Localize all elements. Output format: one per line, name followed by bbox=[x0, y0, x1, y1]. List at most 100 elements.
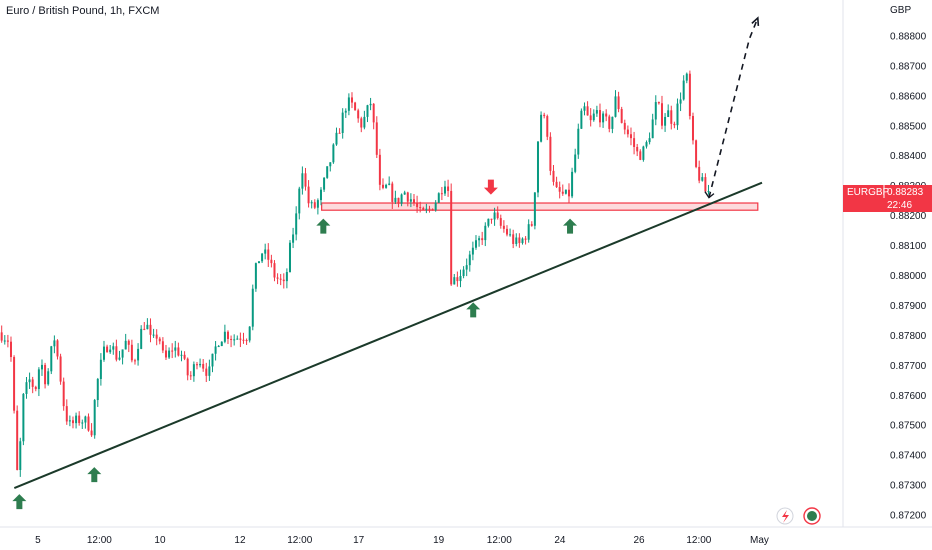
candle-body bbox=[199, 363, 202, 366]
candle-body bbox=[428, 208, 431, 210]
candle-body bbox=[329, 162, 332, 167]
candle-body bbox=[456, 277, 459, 282]
candle-body bbox=[459, 276, 462, 282]
candle-body bbox=[651, 119, 654, 139]
candle-body bbox=[496, 212, 499, 219]
candle-body bbox=[192, 364, 195, 377]
candle-body bbox=[660, 103, 663, 126]
candle-body bbox=[478, 238, 481, 241]
candle-body bbox=[112, 346, 115, 350]
candle-body bbox=[177, 347, 180, 356]
y-tick-label: 0.88000 bbox=[890, 271, 927, 282]
y-tick-label: 0.87300 bbox=[890, 481, 927, 492]
candle-body bbox=[168, 350, 171, 358]
price-badge bbox=[843, 185, 932, 212]
candle-body bbox=[453, 277, 456, 285]
candle-body bbox=[245, 340, 248, 342]
x-tick-label: 17 bbox=[353, 535, 365, 546]
candle-body bbox=[276, 277, 279, 279]
candle-body bbox=[121, 349, 124, 358]
candle-body bbox=[301, 173, 304, 189]
candle-body bbox=[533, 192, 536, 226]
currency-label: GBP bbox=[890, 5, 912, 16]
candle-body bbox=[586, 106, 589, 116]
candle-body bbox=[688, 73, 691, 116]
candle-body bbox=[130, 344, 133, 361]
candle-body bbox=[654, 102, 657, 120]
candle-body bbox=[617, 96, 620, 110]
chart-title: Euro / British Pound, 1h, FXCM bbox=[6, 5, 160, 17]
x-tick-label: 12:00 bbox=[87, 535, 112, 546]
candle-body bbox=[391, 183, 394, 202]
y-tick-label: 0.87700 bbox=[890, 361, 927, 372]
up-arrow-icon bbox=[563, 218, 578, 234]
candle-body bbox=[471, 247, 474, 255]
candle-body bbox=[629, 134, 632, 139]
candle-body bbox=[56, 340, 59, 357]
candle-body bbox=[257, 261, 260, 264]
y-tick-label: 0.88800 bbox=[890, 31, 927, 42]
candle-body bbox=[481, 238, 484, 241]
candle-body bbox=[37, 369, 40, 390]
candle-body bbox=[375, 122, 378, 155]
candle-body bbox=[431, 208, 434, 211]
candle-body bbox=[682, 80, 685, 100]
candle-body bbox=[109, 349, 112, 353]
candle-body bbox=[239, 338, 242, 340]
candle-body bbox=[90, 430, 93, 436]
projection-path[interactable] bbox=[708, 17, 759, 198]
ascending-trendline[interactable] bbox=[13, 181, 763, 489]
x-tick-label: 12:00 bbox=[686, 535, 711, 546]
candle-body bbox=[419, 207, 422, 209]
candle-body bbox=[589, 115, 592, 121]
candle-body bbox=[233, 339, 236, 341]
candle-body bbox=[639, 151, 642, 160]
candle-body bbox=[614, 96, 617, 117]
candle-body bbox=[0, 332, 3, 341]
candle-body bbox=[285, 272, 288, 282]
candle-body bbox=[152, 334, 155, 336]
candle-body bbox=[357, 110, 360, 119]
candle-body bbox=[53, 340, 56, 347]
x-tick-label: 12:00 bbox=[487, 535, 512, 546]
candle-body bbox=[555, 181, 558, 188]
candle-body bbox=[189, 375, 192, 377]
candle-body bbox=[298, 188, 301, 214]
candle-body bbox=[487, 218, 490, 226]
candle-body bbox=[552, 170, 555, 182]
candle-body bbox=[124, 340, 127, 350]
candle-body bbox=[403, 192, 406, 195]
candle-body bbox=[236, 338, 239, 340]
candle-body bbox=[164, 350, 167, 358]
candle-body bbox=[81, 422, 84, 424]
y-tick-label: 0.87400 bbox=[890, 451, 927, 462]
candle-body bbox=[180, 354, 183, 356]
support-zone[interactable] bbox=[321, 202, 759, 211]
up-arrow-icon bbox=[12, 494, 27, 510]
candle-body bbox=[155, 334, 158, 339]
candle-body bbox=[350, 97, 353, 103]
candle-body bbox=[567, 189, 570, 197]
candle-body bbox=[319, 189, 322, 201]
y-tick-label: 0.88400 bbox=[890, 151, 927, 162]
candle-body bbox=[571, 171, 574, 197]
candle-body bbox=[22, 393, 25, 442]
candle-body bbox=[493, 212, 496, 220]
candle-body bbox=[577, 128, 580, 155]
candle-body bbox=[425, 208, 428, 210]
y-tick-label: 0.87500 bbox=[890, 421, 927, 432]
candle-body bbox=[670, 110, 673, 124]
candle-body bbox=[564, 189, 567, 194]
candle-body bbox=[242, 339, 245, 341]
candle-body bbox=[99, 359, 102, 379]
x-tick-label: 19 bbox=[433, 535, 445, 546]
candle-body bbox=[595, 110, 598, 114]
candle-body bbox=[450, 190, 453, 285]
candle-body bbox=[295, 213, 298, 235]
candle-body bbox=[292, 234, 295, 243]
candle-body bbox=[226, 331, 229, 339]
candle-body bbox=[205, 368, 208, 376]
candle-body bbox=[561, 191, 564, 194]
